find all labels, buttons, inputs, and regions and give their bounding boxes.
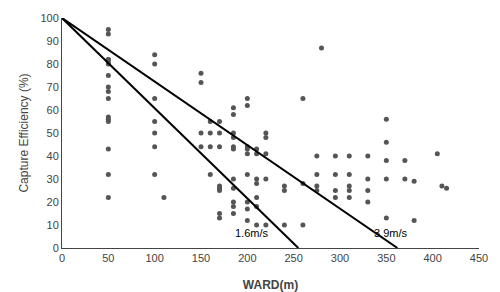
svg-text:WARD(m): WARD(m) bbox=[243, 278, 298, 292]
svg-text:150: 150 bbox=[192, 252, 210, 264]
svg-text:60: 60 bbox=[47, 104, 59, 116]
svg-text:400: 400 bbox=[423, 252, 441, 264]
svg-text:10: 10 bbox=[47, 219, 59, 231]
svg-text:3.9m/s: 3.9m/s bbox=[374, 227, 408, 239]
svg-text:70: 70 bbox=[47, 81, 59, 93]
svg-text:90: 90 bbox=[47, 35, 59, 47]
svg-text:200: 200 bbox=[238, 252, 256, 264]
svg-text:350: 350 bbox=[377, 252, 395, 264]
svg-text:0: 0 bbox=[53, 242, 59, 254]
svg-text:40: 40 bbox=[47, 150, 59, 162]
svg-text:100: 100 bbox=[145, 252, 163, 264]
svg-text:80: 80 bbox=[47, 58, 59, 70]
svg-text:100: 100 bbox=[40, 12, 58, 24]
svg-text:300: 300 bbox=[331, 252, 349, 264]
svg-text:250: 250 bbox=[284, 252, 302, 264]
svg-text:50: 50 bbox=[47, 127, 59, 139]
svg-text:1.6m/s: 1.6m/s bbox=[235, 227, 269, 239]
svg-text:50: 50 bbox=[102, 252, 114, 264]
svg-text:30: 30 bbox=[47, 173, 59, 185]
svg-text:Capture Efficiency (%): Capture Efficiency (%) bbox=[17, 73, 31, 192]
svg-text:450: 450 bbox=[470, 252, 488, 264]
svg-text:20: 20 bbox=[47, 196, 59, 208]
svg-text:0: 0 bbox=[59, 252, 65, 264]
